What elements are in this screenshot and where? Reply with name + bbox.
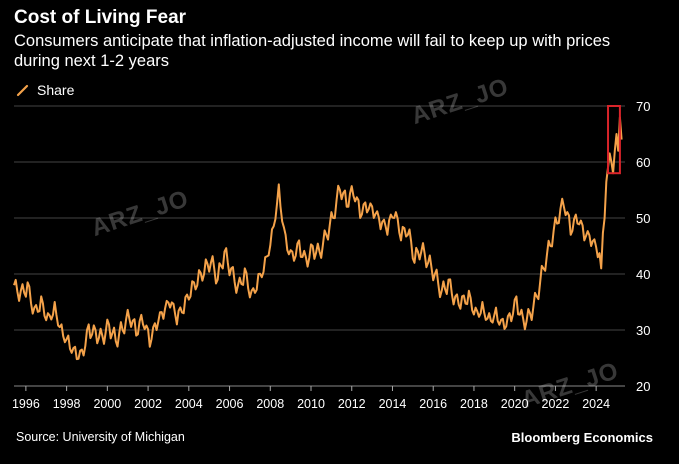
chart-title: Cost of Living Fear (14, 7, 187, 28)
chart-subtitle: Consumers anticipate that inflation-adju… (14, 32, 611, 70)
x-tick-label: 1998 (53, 397, 81, 411)
y-tick-label: 30 (636, 323, 650, 338)
x-tick-label: 2008 (256, 397, 284, 411)
source-note: Source: University of Michigan (16, 430, 185, 444)
y-axis-ticks: 20 30 40 50 60 70 (636, 99, 650, 394)
x-tick-label: 2024 (582, 397, 610, 411)
x-tick-label: 2006 (216, 397, 244, 411)
x-tick-label: 2018 (460, 397, 488, 411)
x-tick-label: 2002 (134, 397, 162, 411)
x-tick-label: 2016 (419, 397, 447, 411)
x-tick-label: 2012 (338, 397, 366, 411)
legend-label: Share (37, 82, 75, 98)
highlight-box (607, 105, 621, 175)
x-tick-label: 2004 (175, 397, 203, 411)
brand-label: Bloomberg Economics (511, 430, 653, 445)
x-tick-label: 2000 (93, 397, 121, 411)
x-tick-label: 2014 (379, 397, 407, 411)
x-axis-ticks: 1996 1998 2000 2002 2004 2006 2008 2010 2012 2014… (12, 386, 610, 411)
y-tick-label: 40 (636, 267, 650, 282)
legend-swatch-icon (16, 84, 29, 96)
x-tick-label: 1996 (12, 397, 40, 411)
x-tick-label: 2022 (542, 397, 570, 411)
series-layer (13, 116, 623, 361)
y-tick-label: 50 (636, 211, 650, 226)
y-tick-label: 70 (636, 99, 650, 114)
y-tick-label: 20 (636, 379, 650, 394)
x-tick-label: 2010 (297, 397, 325, 411)
highlight-layer (607, 105, 621, 175)
y-tick-label: 60 (636, 155, 650, 170)
x-tick-label: 2020 (501, 397, 529, 411)
grid-layer (14, 105, 625, 387)
series-line-share (13, 116, 623, 361)
chart-legend: Share (16, 82, 74, 98)
